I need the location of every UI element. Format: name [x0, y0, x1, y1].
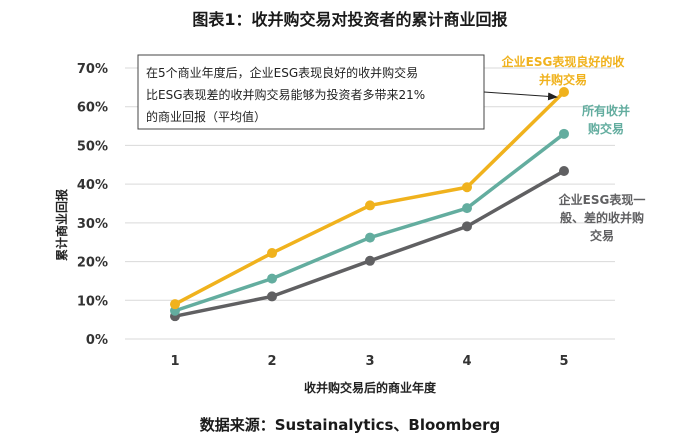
y-tick-label: 60%	[77, 101, 108, 116]
x-tick-label: 4	[462, 354, 471, 369]
data-point-all	[559, 128, 569, 139]
data-point-good	[170, 299, 180, 310]
series-label-all-line-2: 购交易	[588, 121, 624, 136]
series-label-all: 所有收并 购交易	[582, 103, 630, 136]
series-label-all-line-1: 所有收并	[582, 103, 630, 118]
data-point-good	[365, 200, 375, 211]
data-point-all	[365, 232, 375, 243]
data-point-poor	[559, 165, 569, 176]
annotation-line-3: 的商业回报（平均值）	[146, 109, 266, 124]
y-tick-label: 20%	[77, 256, 108, 271]
y-tick-label: 10%	[77, 294, 108, 309]
data-point-all	[462, 203, 472, 214]
y-axis-label: 累计商业回报	[54, 189, 69, 261]
y-tick-label: 0%	[86, 333, 108, 348]
annotation-box	[137, 54, 485, 130]
data-point-all	[267, 273, 277, 284]
series-label-good-line-1: 企业ESG表现良好的收	[501, 54, 625, 69]
series-label-poor-line-1: 企业ESG表现一	[558, 192, 646, 207]
series-label-poor: 企业ESG表现一 般、差的收并购 交易	[558, 192, 646, 243]
series-label-good: 企业ESG表现良好的收 并购交易	[501, 54, 625, 87]
x-tick-label: 1	[170, 354, 179, 369]
annotation-line-2: 比ESG表现差的收并购交易能够为投资者多带来21%	[146, 87, 425, 102]
series-label-good-line-2: 并购交易	[539, 72, 587, 87]
y-axis-ticks: 0% 10% 20% 30% 40% 50% 60% 70%	[77, 62, 108, 348]
x-tick-label: 2	[267, 354, 276, 369]
data-point-good	[559, 87, 569, 98]
series-lines	[170, 87, 569, 322]
y-tick-label: 70%	[77, 62, 108, 77]
y-tick-label: 30%	[77, 217, 108, 232]
series-label-poor-line-3: 交易	[590, 228, 614, 243]
data-point-poor	[267, 291, 277, 302]
series-line-all	[173, 132, 566, 313]
data-point-good	[267, 248, 277, 259]
x-tick-label: 3	[365, 354, 374, 369]
data-point-poor	[462, 221, 472, 232]
source-note: 数据来源：Sustainalytics、Bloomberg	[200, 416, 501, 434]
data-point-poor	[365, 255, 375, 266]
y-tick-label: 40%	[77, 178, 108, 193]
data-point-good	[462, 182, 472, 193]
annotation-arrow	[483, 91, 558, 101]
x-axis-label: 收并购交易后的商业年度	[304, 380, 437, 395]
x-axis-ticks: 1 2 3 4 5	[170, 354, 568, 369]
series-line-poor	[173, 169, 566, 318]
x-tick-label: 5	[559, 354, 568, 369]
annotation: 在5个商业年度后，企业ESG表现良好的收并购交易 比ESG表现差的收并购交易能够…	[137, 54, 558, 130]
chart-title: 图表1：收并购交易对投资者的累计商业回报	[192, 10, 507, 29]
series-label-poor-line-2: 般、差的收并购	[560, 210, 644, 225]
y-tick-label: 50%	[77, 139, 108, 154]
annotation-line-1: 在5个商业年度后，企业ESG表现良好的收并购交易	[146, 65, 418, 80]
